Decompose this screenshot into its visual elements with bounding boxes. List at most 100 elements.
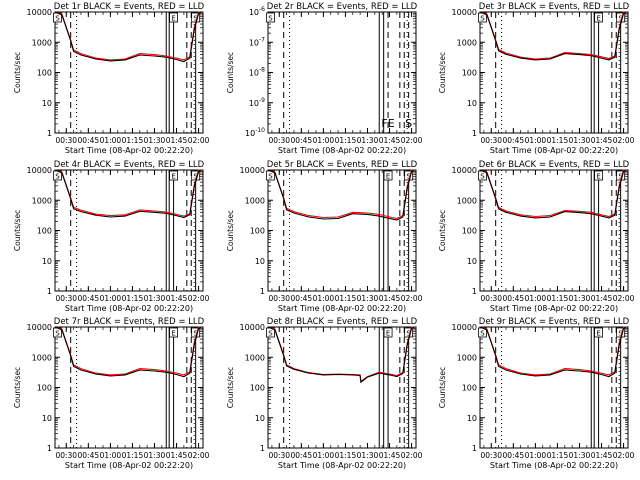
- plot-frame: [479, 326, 629, 449]
- x-tick-label: 01:15: [335, 294, 357, 303]
- x-tick-label: 01:15: [335, 451, 357, 460]
- plot-frame: [54, 11, 204, 134]
- x-axis-label: Start Time (08-Apr-02 00:22:20): [278, 146, 406, 155]
- x-tick-label: 00:45: [503, 451, 525, 460]
- y-tick-label: 100: [462, 69, 477, 78]
- x-axis-label: Start Time (08-Apr-02 00:22:20): [490, 461, 618, 470]
- x-tick-label: 01:30: [569, 451, 591, 460]
- y-tick-label: 1: [47, 444, 52, 453]
- x-tick-label: 01:30: [569, 136, 591, 145]
- marker-label: E: [171, 173, 175, 181]
- y-tick-label: 1: [472, 129, 477, 138]
- x-tick-label: 01:45: [591, 136, 613, 145]
- y-tick-label: 10000: [240, 166, 265, 175]
- y-tick-label: 1: [472, 444, 477, 453]
- y-tick-label: 100: [250, 384, 265, 393]
- x-tick-label: 00:30: [55, 294, 77, 303]
- x-tick-label: 01:00: [100, 451, 122, 460]
- x-tick-label: 01:30: [144, 451, 166, 460]
- y-tick-label: 1000: [32, 353, 52, 362]
- x-tick-label: 00:45: [291, 294, 313, 303]
- series-line: [54, 326, 202, 378]
- panel-2r: Det 2r BLACK = Events, RED = LLD 10-10 10-…: [226, 2, 423, 155]
- x-tick-label: 01:15: [335, 136, 357, 145]
- x-tick-label: 01:15: [547, 451, 569, 460]
- marker-label: E: [596, 173, 600, 181]
- x-axis-label: Start Time (08-Apr-02 00:22:20): [278, 461, 406, 470]
- x-tick-label: 01:30: [144, 136, 166, 145]
- y-tick-label: 10: [255, 414, 265, 423]
- marker-label: S: [480, 173, 485, 181]
- marker-label: FE: [381, 117, 394, 130]
- marker-label: S: [618, 330, 623, 338]
- panel-title: Det 8r BLACK = Events, RED = LLD: [267, 317, 418, 327]
- y-tick-label: 1000: [32, 196, 52, 205]
- y-tick-label: 10: [42, 99, 52, 108]
- x-tick-label: 01:45: [379, 451, 401, 460]
- y-axis-label: Counts/sec: [438, 367, 447, 408]
- x-axis-label: Start Time (08-Apr-02 00:22:20): [278, 304, 406, 313]
- marker-label: S: [193, 15, 198, 23]
- panel-4r: Det 4r BLACK = Events, RED = LLD 1 10 100 10…: [13, 160, 210, 313]
- marker-label: S: [193, 173, 198, 181]
- marker-label: E: [171, 15, 175, 23]
- y-tick-label: 10000: [452, 323, 477, 332]
- marker-label: S: [406, 173, 411, 181]
- y-axis-label: Counts/sec: [226, 52, 235, 93]
- marker-label: S: [268, 15, 273, 23]
- marker-label: S: [480, 15, 485, 23]
- y-tick-label: 1: [47, 129, 52, 138]
- x-tick-label: 01:00: [100, 136, 122, 145]
- marker-label: S: [268, 330, 273, 338]
- panel-8r: Det 8r BLACK = Events, RED = LLD 1 10 100 10…: [226, 317, 423, 470]
- series-line: [479, 326, 627, 378]
- marker-label: S: [55, 173, 60, 181]
- plot-frame: [267, 169, 417, 292]
- x-tick-label: 02:00: [401, 136, 423, 145]
- x-tick-label: 01:30: [357, 294, 379, 303]
- panel-title: Det 4r BLACK = Events, RED = LLD: [54, 160, 205, 170]
- marker-label: S: [55, 330, 60, 338]
- series-line: [267, 169, 415, 221]
- marker-label: S: [618, 173, 623, 181]
- series-line: [54, 169, 202, 217]
- panel-5r: Det 5r BLACK = Events, RED = LLD 1 10 100 10…: [226, 160, 423, 313]
- panel-title: Det 7r BLACK = Events, RED = LLD: [54, 317, 205, 327]
- y-tick-label: 10000: [452, 166, 477, 175]
- x-tick-label: 00:45: [291, 451, 313, 460]
- y-tick-label: 10000: [452, 8, 477, 17]
- marker-box: [169, 12, 178, 23]
- x-tick-label: 01:00: [313, 294, 335, 303]
- y-tick-label: 10-9: [249, 97, 265, 108]
- x-tick-label: 02:00: [188, 451, 210, 460]
- y-tick-label: 10-7: [249, 36, 265, 47]
- panel-title: Det 5r BLACK = Events, RED = LLD: [267, 160, 418, 170]
- x-tick-label: 00:30: [55, 136, 77, 145]
- panel-6r: Det 6r BLACK = Events, RED = LLD 1 10 100 10…: [438, 160, 635, 313]
- x-tick-label: 00:45: [78, 136, 100, 145]
- x-tick-label: 01:15: [122, 136, 144, 145]
- x-tick-label: 01:30: [569, 294, 591, 303]
- panel-7r: Det 7r BLACK = Events, RED = LLD 1 10 100 10…: [13, 317, 210, 470]
- marker-label: E: [386, 330, 390, 338]
- x-tick-label: 02:00: [188, 294, 210, 303]
- plot-frame: [479, 11, 629, 134]
- plot-frame: [267, 326, 417, 449]
- x-tick-label: 01:45: [379, 294, 401, 303]
- marker-label: S: [618, 15, 623, 23]
- y-tick-label: 10000: [27, 166, 52, 175]
- x-tick-label: 00:45: [78, 294, 100, 303]
- panel-title: Det 1r BLACK = Events, RED = LLD: [54, 2, 205, 12]
- x-tick-label: 00:30: [480, 294, 502, 303]
- y-tick-label: 100: [462, 227, 477, 236]
- y-tick-label: 100: [462, 384, 477, 393]
- x-tick-label: 02:00: [613, 451, 635, 460]
- marker-label: S: [480, 330, 485, 338]
- marker-label: S: [55, 15, 60, 23]
- plot-frame: [54, 326, 204, 449]
- y-tick-label: 1000: [245, 196, 265, 205]
- x-tick-label: 01:00: [525, 136, 547, 145]
- y-tick-label: 1: [47, 287, 52, 296]
- panel-1r: Det 1r BLACK = Events, RED = LLD 1 10 100 10…: [13, 2, 210, 155]
- marker-label: E: [596, 15, 600, 23]
